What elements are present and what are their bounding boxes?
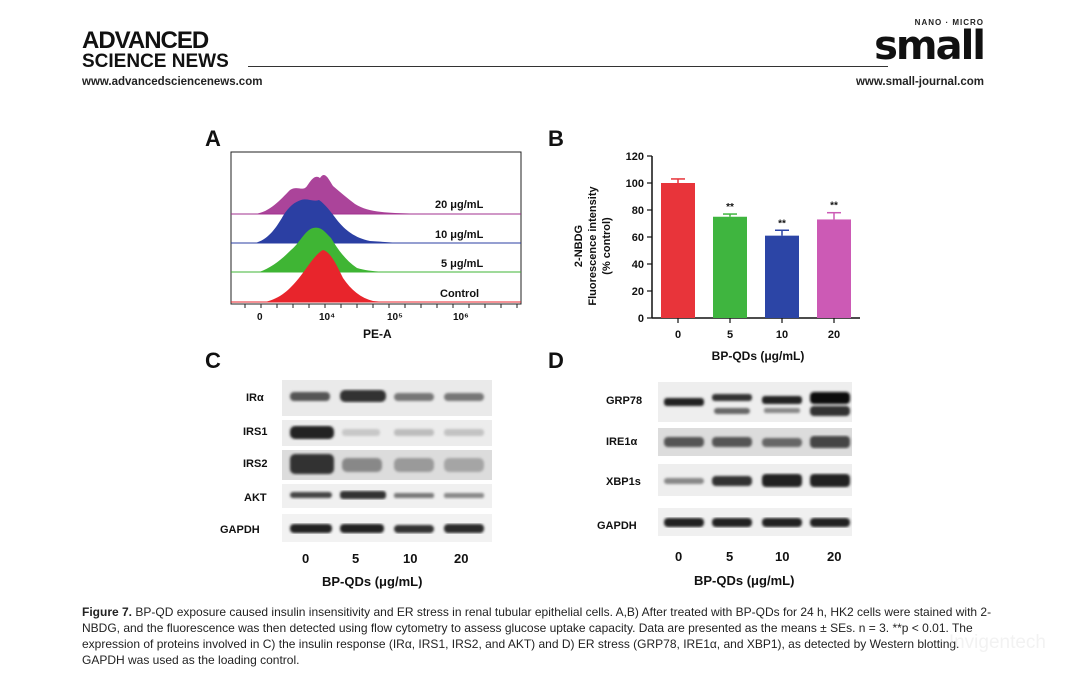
panel-a-histogram: 20 μg/mL 10 μg/mL 5 μg/mL Control 0 10⁴ … [230,151,522,341]
y-tick-label: 20 [632,286,644,298]
histogram-control [265,250,385,302]
bar-10 [765,235,799,318]
blot-c-label-ira: IRα [246,392,264,404]
bar-20 [817,219,851,318]
journal-name-line2: SCIENCE NEWS [82,51,229,72]
series-label-20: 20 μg/mL [435,199,484,211]
x-tick-label: 10 [776,329,788,341]
panel-b-xlabel: BP-QDs (μg/mL) [712,349,805,363]
blot-d-label-gapdh: GAPDH [597,520,637,532]
significance-mark: ** [830,201,838,212]
panel-d-letter: D [548,348,564,373]
series-label-control: Control [440,288,479,300]
blot-d-label-xbp1s: XBP1s [606,476,641,488]
ylabel-line1: 2-NBDG [573,225,585,267]
panel-a-letter: A [205,126,221,151]
url-right[interactable]: www.small-journal.com [855,76,984,88]
panel-b-letter: B [548,126,564,151]
figure-caption-text: BP-QD exposure caused insulin insensitiv… [82,605,992,667]
significance-mark: ** [778,218,786,229]
ylabel-line2: Fluorescence intensity [587,186,599,306]
blot-c-label-irs1: IRS1 [243,426,268,438]
x-tick-label: 0 [675,329,681,341]
blot-d-label-grp78: GRP78 [606,395,643,407]
panel-c-blot [282,380,492,542]
y-tick-label: 40 [632,259,644,271]
histogram-20 [255,175,425,214]
figure-caption: Figure 7. BP-QD exposure caused insulin … [82,604,997,668]
histogram-5 [259,227,395,272]
journal-name-line1: ADVANCED [82,27,209,54]
panel-d-blot [658,382,852,536]
blot-d-lane-5: 5 [726,549,734,564]
blot-d-lane-20: 20 [827,549,842,564]
significance-mark: ** [726,202,734,213]
tick-1e4: 10⁴ [319,312,335,323]
panel-a-xlabel: PE-A [363,327,392,341]
blot-c-lane-20: 20 [454,551,469,566]
figure-label: Figure 7. [82,605,133,619]
y-tick-label: 0 [638,313,644,325]
ylabel-line3: (% control) [601,217,613,275]
panel-b-bar-chart: 0 20 40 60 80 100 120 0 5 10 20 ** ** ** 2-NBDG Fluo… [573,151,860,363]
histogram-10 [255,199,400,243]
y-tick-label: 60 [632,232,644,244]
blot-c-label-irs2: IRS2 [243,458,268,470]
y-tick-label: 120 [626,151,644,163]
blot-c-lane-0: 0 [302,551,310,566]
blot-c-xlabel: BP-QDs (μg/mL) [322,574,423,589]
journal-logo-left: ADVANCED SCIENCE NEWS [82,27,229,72]
series-label-5: 5 μg/mL [441,258,483,270]
blot-d-label-ire1a: IRE1α [606,436,638,448]
series-label-10: 10 μg/mL [435,229,484,241]
x-tick-label: 20 [828,329,840,341]
x-tick-label: 5 [727,329,733,341]
journal-title: small [874,23,986,69]
tick-1e5: 10⁵ [387,312,403,323]
journal-subtitle: NANO · MICRO [914,18,984,27]
journal-logo-right: NANO · MICRO small [874,18,986,69]
blot-c-lane-10: 10 [403,551,418,566]
y-tick-label: 100 [626,178,644,190]
blot-d-xlabel: BP-QDs (μg/mL) [694,573,795,588]
bar-0 [661,183,695,318]
bar-5 [713,216,747,318]
blot-d-lane-0: 0 [675,549,683,564]
header-rule [248,66,888,67]
blot-c-label-gapdh: GAPDH [220,524,260,536]
tick-0: 0 [257,312,263,323]
blot-c-label-akt: AKT [244,492,267,504]
tick-1e6: 10⁶ [453,312,469,323]
watermark: Invigentech [948,632,1046,653]
y-tick-label: 80 [632,205,644,217]
blot-c-lane-5: 5 [352,551,360,566]
panel-c-letter: C [205,348,221,373]
blot-d-lane-10: 10 [775,549,790,564]
url-left[interactable]: www.advancedsciencenews.com [82,76,263,88]
